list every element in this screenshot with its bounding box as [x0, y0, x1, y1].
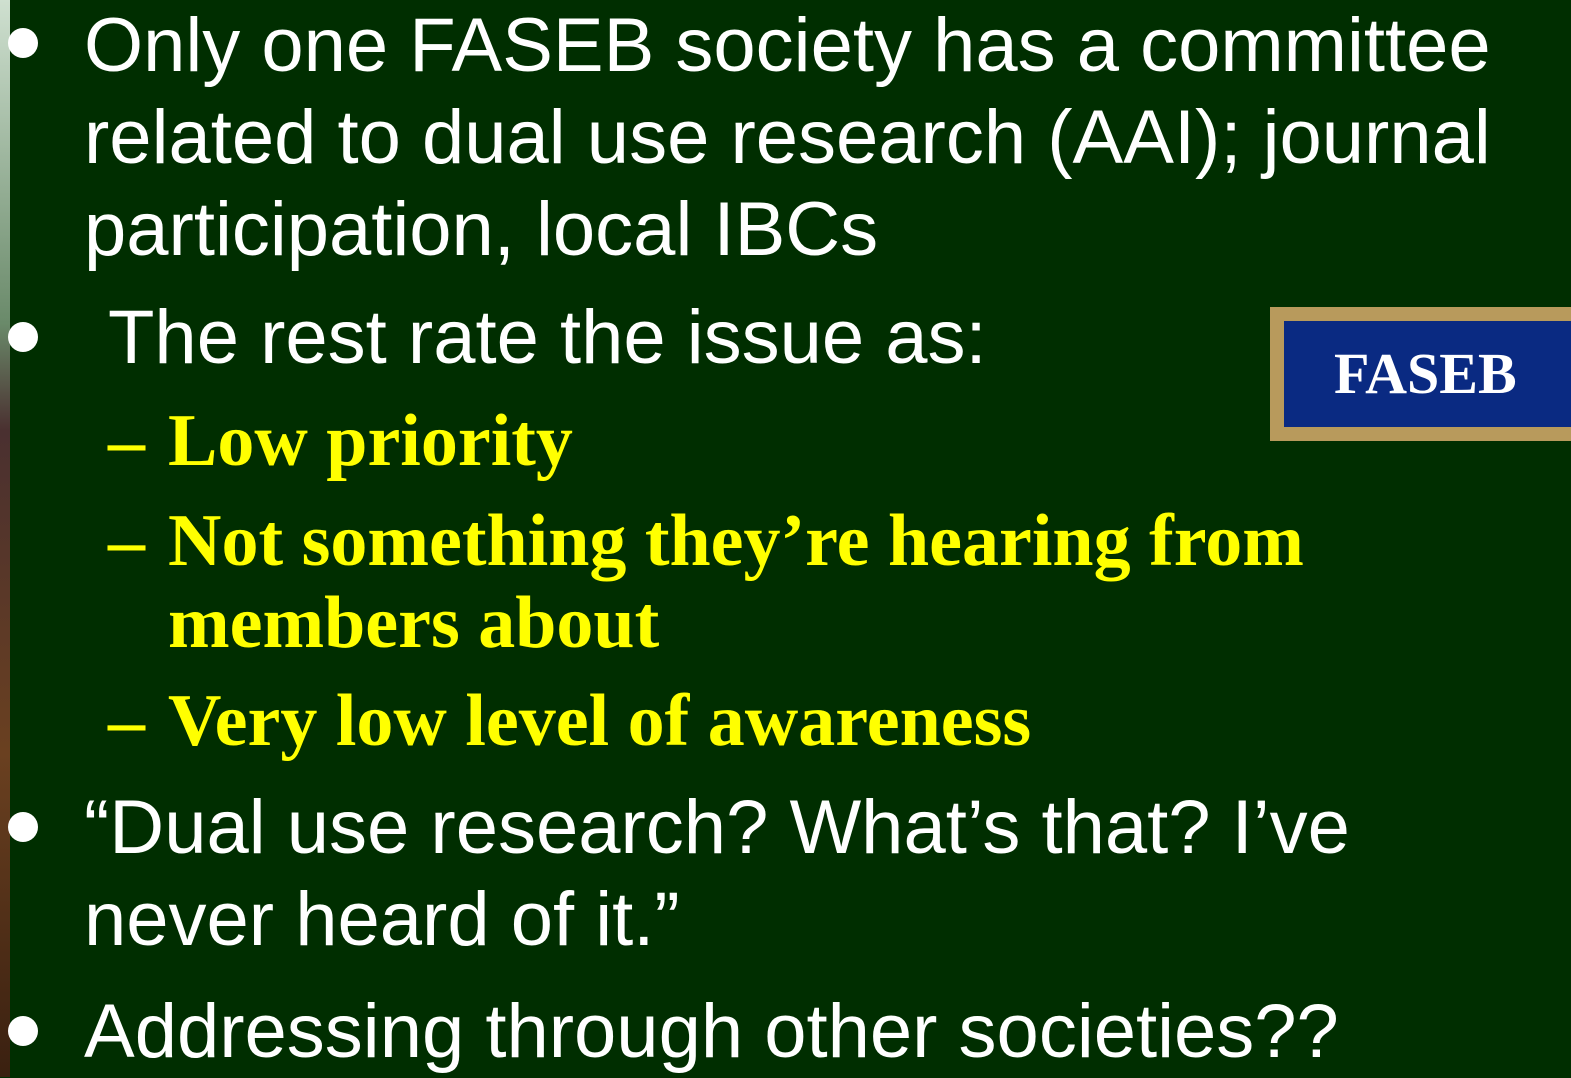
- logo-text: FASEB: [1284, 321, 1571, 427]
- sub-bullet: – Not something they’re hearing from memb…: [108, 500, 1408, 664]
- side-image: [0, 0, 10, 1077]
- bullet: [8, 322, 38, 352]
- faseb-logo: FASEB: [1270, 307, 1571, 441]
- sub-text: Low priority: [168, 400, 573, 482]
- sub-bullet: – Very low level of awareness: [108, 680, 1408, 762]
- sub-text: Not something they’re hearing from membe…: [168, 500, 1304, 664]
- bullet: [8, 1016, 38, 1046]
- bullet-text: The rest rate the issue as:: [108, 295, 987, 380]
- bullet-text: Addressing through other societies??: [84, 989, 1339, 1074]
- bullet: [8, 28, 38, 58]
- bullet-text: “Dual use research? What’s that? I’ve ne…: [84, 785, 1350, 962]
- bullet-text: Only one FASEB society has a committee r…: [84, 3, 1491, 272]
- sub-bullet: – Low priority: [108, 400, 1408, 482]
- bullet: [8, 812, 38, 842]
- sub-text: Very low level of awareness: [168, 680, 1032, 762]
